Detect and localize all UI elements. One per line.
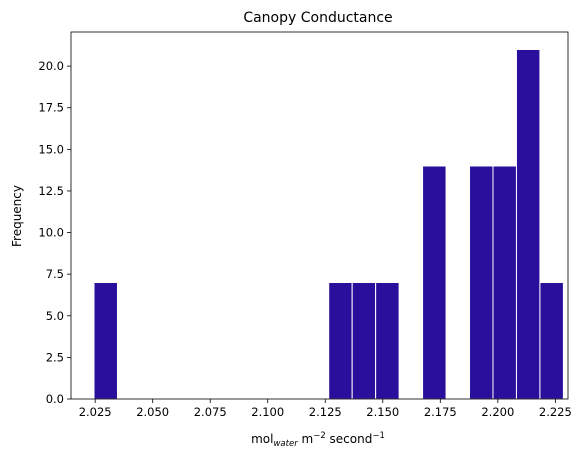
chart-title: Canopy Conductance xyxy=(243,10,392,26)
y-tick-label: 7.5 xyxy=(46,267,64,281)
x-tick-label: 2.025 xyxy=(79,405,112,419)
x-axis-title-superscript-2: −1 xyxy=(372,431,385,441)
y-tick-label: 0.0 xyxy=(46,392,64,406)
y-tick-label: 2.5 xyxy=(46,350,64,364)
y-tick-label: 12.5 xyxy=(38,184,64,198)
x-tick-label: 2.175 xyxy=(424,405,457,419)
y-tick-label: 5.0 xyxy=(46,309,64,323)
y-axis-title: Frequency xyxy=(10,185,24,247)
histogram-bars xyxy=(93,48,564,400)
y-tick-label: 10.0 xyxy=(38,226,64,240)
x-axis-title-middle: m xyxy=(298,432,314,446)
x-tick-label: 2.150 xyxy=(366,405,399,419)
plot-frame xyxy=(70,31,569,400)
x-axis-title: molwater m−2 second−1 xyxy=(251,431,385,449)
histogram-bar xyxy=(351,281,377,400)
histogram-bar xyxy=(93,281,118,400)
histogram-bar xyxy=(328,281,353,400)
histogram-bar xyxy=(539,281,564,400)
x-tick-label: 2.200 xyxy=(481,405,514,419)
y-tick-label: 20.0 xyxy=(38,59,64,73)
x-tick-label: 2.050 xyxy=(136,405,169,419)
x-tick-label: 2.225 xyxy=(539,405,572,419)
histogram-bar xyxy=(375,281,400,400)
x-axis-title-suffix: second xyxy=(326,432,373,446)
histogram-bar xyxy=(469,165,494,400)
x-axis-ticks: 2.025 2.050 2.075 2.100 2.125 2.150 2.175 2.200… xyxy=(79,399,572,419)
x-tick-label: 2.100 xyxy=(251,405,284,419)
y-tick-label: 17.5 xyxy=(38,101,64,115)
y-axis-ticks: 0.0 2.5 5.0 7.5 10.0 12.5 15.0 17.5 20.0 xyxy=(38,59,71,406)
x-tick-label: 2.125 xyxy=(309,405,342,419)
histogram-bar xyxy=(492,165,517,400)
y-tick-label: 15.0 xyxy=(38,142,64,156)
x-axis-title-superscript-1: −2 xyxy=(313,431,326,441)
x-axis-title-subscript: water xyxy=(273,439,298,449)
x-tick-label: 2.075 xyxy=(194,405,227,419)
x-axis-title-base: mol xyxy=(251,432,273,446)
histogram-bar xyxy=(422,165,447,400)
histogram-bar xyxy=(515,48,541,400)
